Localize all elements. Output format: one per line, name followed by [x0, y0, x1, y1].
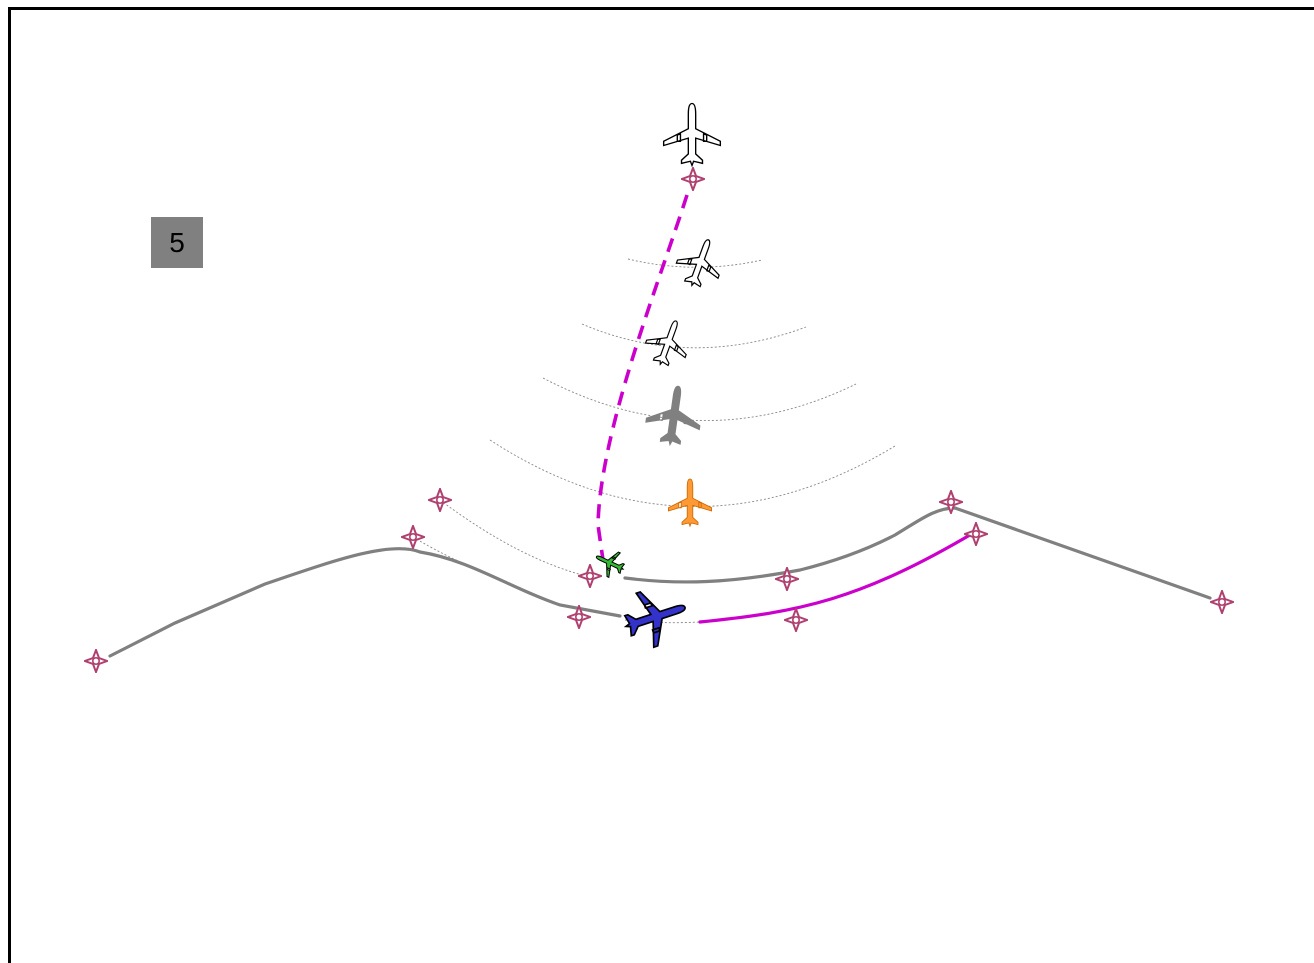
range-arc — [627, 258, 763, 268]
ownship-airplane-icon — [616, 579, 695, 655]
airplane-icon — [662, 102, 722, 167]
waypoint-diamond-icon — [84, 649, 108, 673]
airplane-icon — [670, 231, 730, 294]
range-arcs — [412, 258, 896, 624]
route-leg-west — [108, 547, 622, 658]
aircraft-layer — [590, 102, 730, 655]
route-leg-east — [953, 506, 1212, 600]
waypoint-diamond-icon — [681, 167, 705, 191]
route-leg-center — [623, 506, 957, 584]
waypoint-diamond-icon — [401, 525, 425, 549]
range-arc — [581, 323, 807, 349]
waypoint-diamond-icon — [578, 564, 602, 588]
waypoint-diamond-icon — [428, 488, 452, 512]
range-arc — [542, 377, 857, 421]
scene-frame — [8, 7, 1314, 963]
step-badge: 5 — [151, 217, 203, 268]
waypoint-diamond-icon — [784, 608, 808, 632]
airplane-icon — [642, 382, 706, 449]
waypoint-diamond-icon — [964, 522, 988, 546]
range-arc — [439, 499, 591, 578]
active-leg-solid — [698, 530, 977, 624]
waypoint-diamond-icon — [1210, 590, 1234, 614]
flight-plan-route — [108, 506, 1212, 658]
airplane-icon — [668, 478, 712, 527]
airplane-icon — [639, 313, 697, 373]
